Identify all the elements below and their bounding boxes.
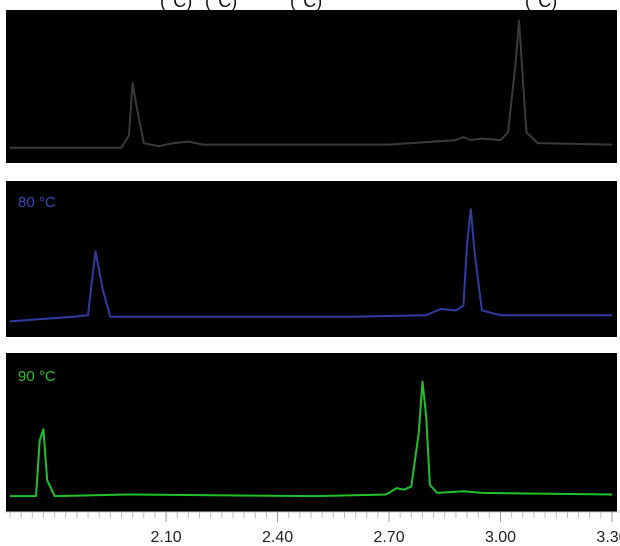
- panel-label-80c: 80 °C: [18, 194, 56, 211]
- x-tick-label: 2.70: [373, 529, 404, 546]
- panel-label-90c: 90 °C: [18, 368, 56, 385]
- x-tick-label: 2.10: [151, 529, 182, 546]
- chart-panel-middle: 80 °C: [6, 181, 617, 337]
- clipped-title-fragment-4: (°C): [525, 0, 557, 11]
- chart-panel-bottom: 90 °C: [6, 353, 617, 512]
- chart-panel-top: [6, 10, 617, 163]
- clipped-title-fragment-2: (°C): [205, 0, 237, 11]
- x-tick-label: 3.00: [485, 529, 516, 546]
- clipped-title: (°C) (°C) (°C) (°C): [160, 0, 557, 11]
- panel-background: [6, 10, 617, 163]
- trace-line-90c: [10, 380, 613, 498]
- x-tick-label: 3.30: [596, 529, 620, 546]
- clipped-title-fragment-1: (°C): [160, 0, 192, 11]
- x-axis: 2.10 2.40 2.70 3.00 3.30: [6, 511, 620, 546]
- x-tick-label: 2.40: [262, 529, 293, 546]
- panel-background: [6, 353, 617, 512]
- trace-line-gray: [10, 19, 613, 149]
- trace-line-80c: [9, 208, 612, 323]
- clipped-title-fragment-3: (°C): [290, 0, 322, 11]
